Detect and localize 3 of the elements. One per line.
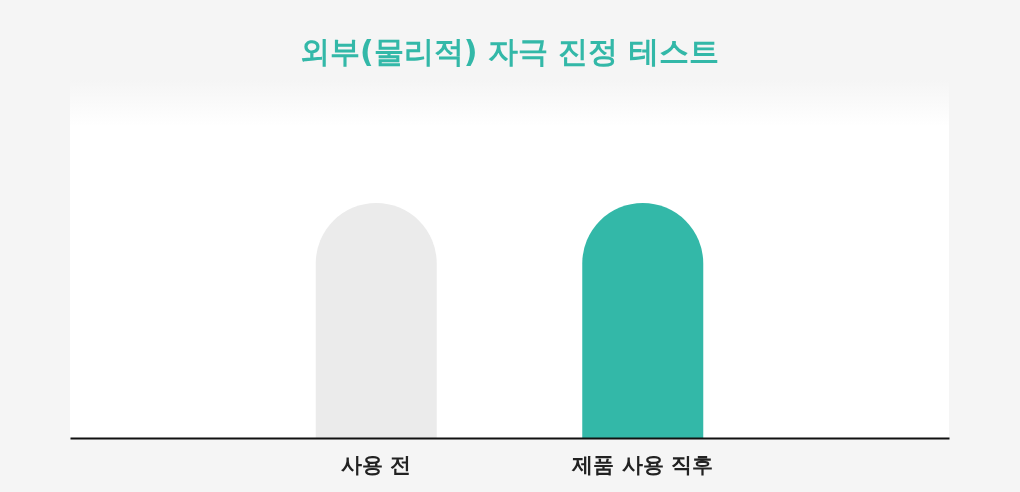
chart-title: 외부(물리적) 자극 진정 테스트	[300, 34, 719, 69]
x-tick-label: 사용 전	[341, 453, 412, 477]
x-tick-label: 제품 사용 직후	[571, 453, 714, 477]
